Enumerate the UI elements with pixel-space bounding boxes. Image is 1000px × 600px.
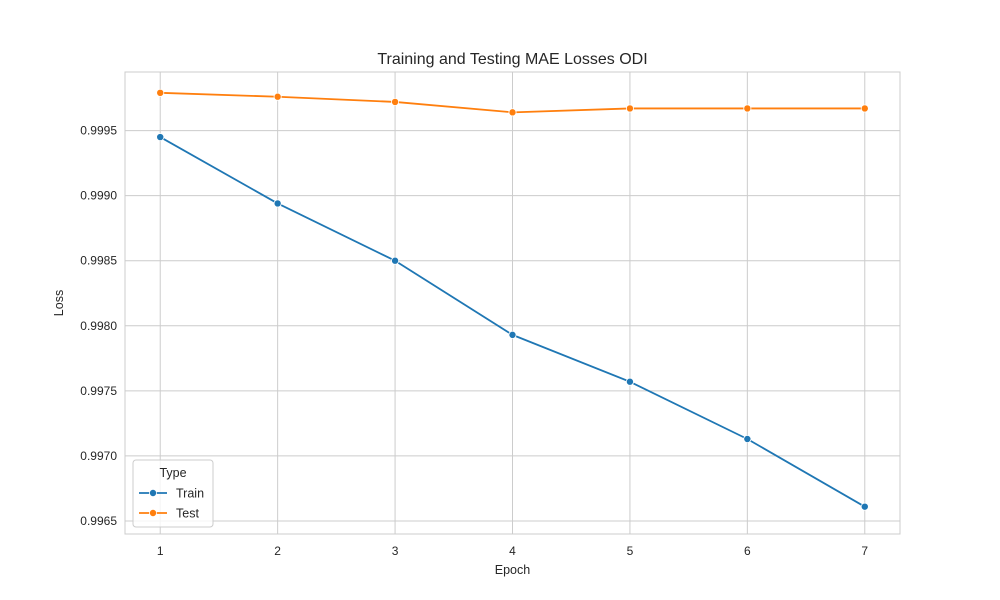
x-tick-label: 2	[274, 544, 281, 558]
data-point-train	[391, 256, 400, 265]
data-point-test	[508, 108, 517, 117]
y-tick-label: 0.9980	[80, 319, 117, 333]
legend-entry-train: Train	[139, 487, 204, 501]
data-point-train	[625, 377, 634, 386]
x-tick-label: 5	[627, 544, 634, 558]
data-point-train	[743, 434, 752, 443]
data-point-test	[156, 88, 165, 97]
data-point-test	[273, 92, 282, 101]
x-tick-label: 3	[392, 544, 399, 558]
grid-layer	[125, 72, 900, 534]
legend-entries: Train Test	[139, 487, 204, 521]
plot-frame	[124, 71, 901, 535]
legend-label: Test	[176, 507, 199, 521]
x-tick-label: 4	[509, 544, 516, 558]
y-tick-label: 0.9965	[80, 514, 117, 528]
x-tick-label: 1	[157, 544, 164, 558]
legend-swatch-marker	[148, 508, 157, 517]
data-point-test	[860, 104, 869, 113]
legend-entry-test: Test	[139, 507, 199, 521]
data-point-train	[273, 199, 282, 208]
x-tick-label: 7	[861, 544, 868, 558]
y-axis-label: Loss	[52, 290, 66, 316]
data-point-train	[508, 330, 517, 339]
x-axis-label: Epoch	[495, 563, 530, 577]
data-point-test	[743, 104, 752, 113]
tick-layer: 1 2 3 4 5 6 7 0.9965 0.9970 0.9975 0.9980 0.9985 0.9…	[80, 124, 868, 558]
data-point-test	[625, 104, 634, 113]
y-tick-label: 0.9995	[80, 124, 117, 138]
legend-title: Type	[159, 466, 186, 480]
chart-title: Training and Testing MAE Losses ODI	[377, 51, 647, 68]
legend-label: Train	[176, 487, 204, 501]
legend-swatch-marker	[148, 488, 157, 497]
y-tick-label: 0.9990	[80, 189, 117, 203]
data-point-train	[860, 502, 869, 511]
data-point-train	[156, 133, 165, 142]
data-point-test	[391, 97, 400, 106]
series-test	[156, 88, 869, 117]
x-tick-label: 6	[744, 544, 751, 558]
series-train	[156, 133, 869, 511]
y-tick-label: 0.9975	[80, 384, 117, 398]
legend: Type Train Test	[132, 459, 214, 528]
series-layer	[156, 88, 869, 511]
y-tick-label: 0.9970	[80, 449, 117, 463]
y-tick-label: 0.9985	[80, 254, 117, 268]
